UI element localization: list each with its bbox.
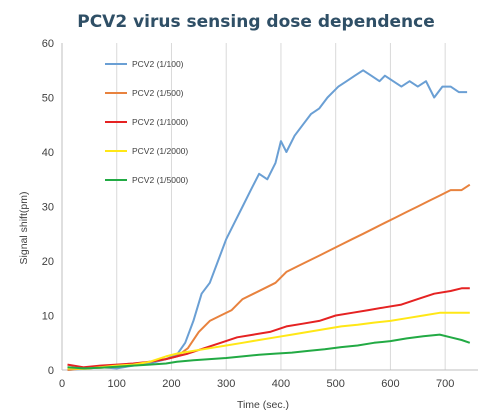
x-tick-label: 100 <box>108 378 126 390</box>
y-tick-label: 0 <box>48 365 54 377</box>
x-tick-label: 400 <box>272 378 290 390</box>
series-line-5 <box>67 333 471 370</box>
legend: PCV2 (1/100) PCV2 (1/500) PCV2 (1/1000) PCV… <box>105 59 188 185</box>
x-tick-label: 0 <box>59 378 65 390</box>
x-axis-label: Time (sec.) <box>237 399 289 411</box>
legend-label: PCV2 (1/500) <box>132 88 184 98</box>
y-tick-label: 20 <box>42 256 54 268</box>
legend-label: PCV2 (1/100) <box>132 59 184 69</box>
x-tick-label: 600 <box>381 378 399 390</box>
x-tick-label: 200 <box>162 378 180 390</box>
legend-label: PCV2 (1/1000) <box>132 117 188 127</box>
y-tick-label: 30 <box>42 202 54 214</box>
x-tick-label: 700 <box>436 378 454 390</box>
y-tick-label: 60 <box>42 38 54 50</box>
y-tick-label: 10 <box>42 311 54 323</box>
series-line-1 <box>67 69 468 371</box>
axes <box>61 43 478 371</box>
series-lines <box>67 69 471 371</box>
grid-lines <box>116 43 446 370</box>
x-tick-label: 500 <box>327 378 345 390</box>
legend-label: PCV2 (1/2000) <box>132 146 188 156</box>
y-tick-label: 50 <box>42 93 54 105</box>
y-tick-label: 40 <box>42 147 54 159</box>
tick-labels: 0 100 200 300 400 500 600 700 0 10 20 30 40 50 60 <box>42 38 455 390</box>
legend-label: PCV2 (1/5000) <box>132 175 188 185</box>
y-axis-label: Signal shift(pm) <box>18 192 30 265</box>
series-line-4 <box>67 311 470 370</box>
chart-title: PCV2 virus sensing dose dependence <box>77 12 434 32</box>
x-tick-label: 300 <box>217 378 235 390</box>
